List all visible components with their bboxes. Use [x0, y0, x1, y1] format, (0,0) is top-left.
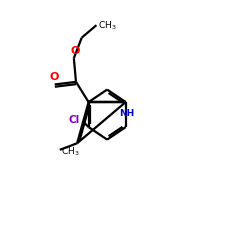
Text: O: O: [70, 46, 80, 56]
Text: CH$_3$: CH$_3$: [61, 146, 80, 158]
Text: NH: NH: [119, 109, 134, 118]
Text: O: O: [50, 72, 59, 82]
Text: CH$_3$: CH$_3$: [98, 20, 117, 32]
Text: Cl: Cl: [68, 115, 80, 125]
